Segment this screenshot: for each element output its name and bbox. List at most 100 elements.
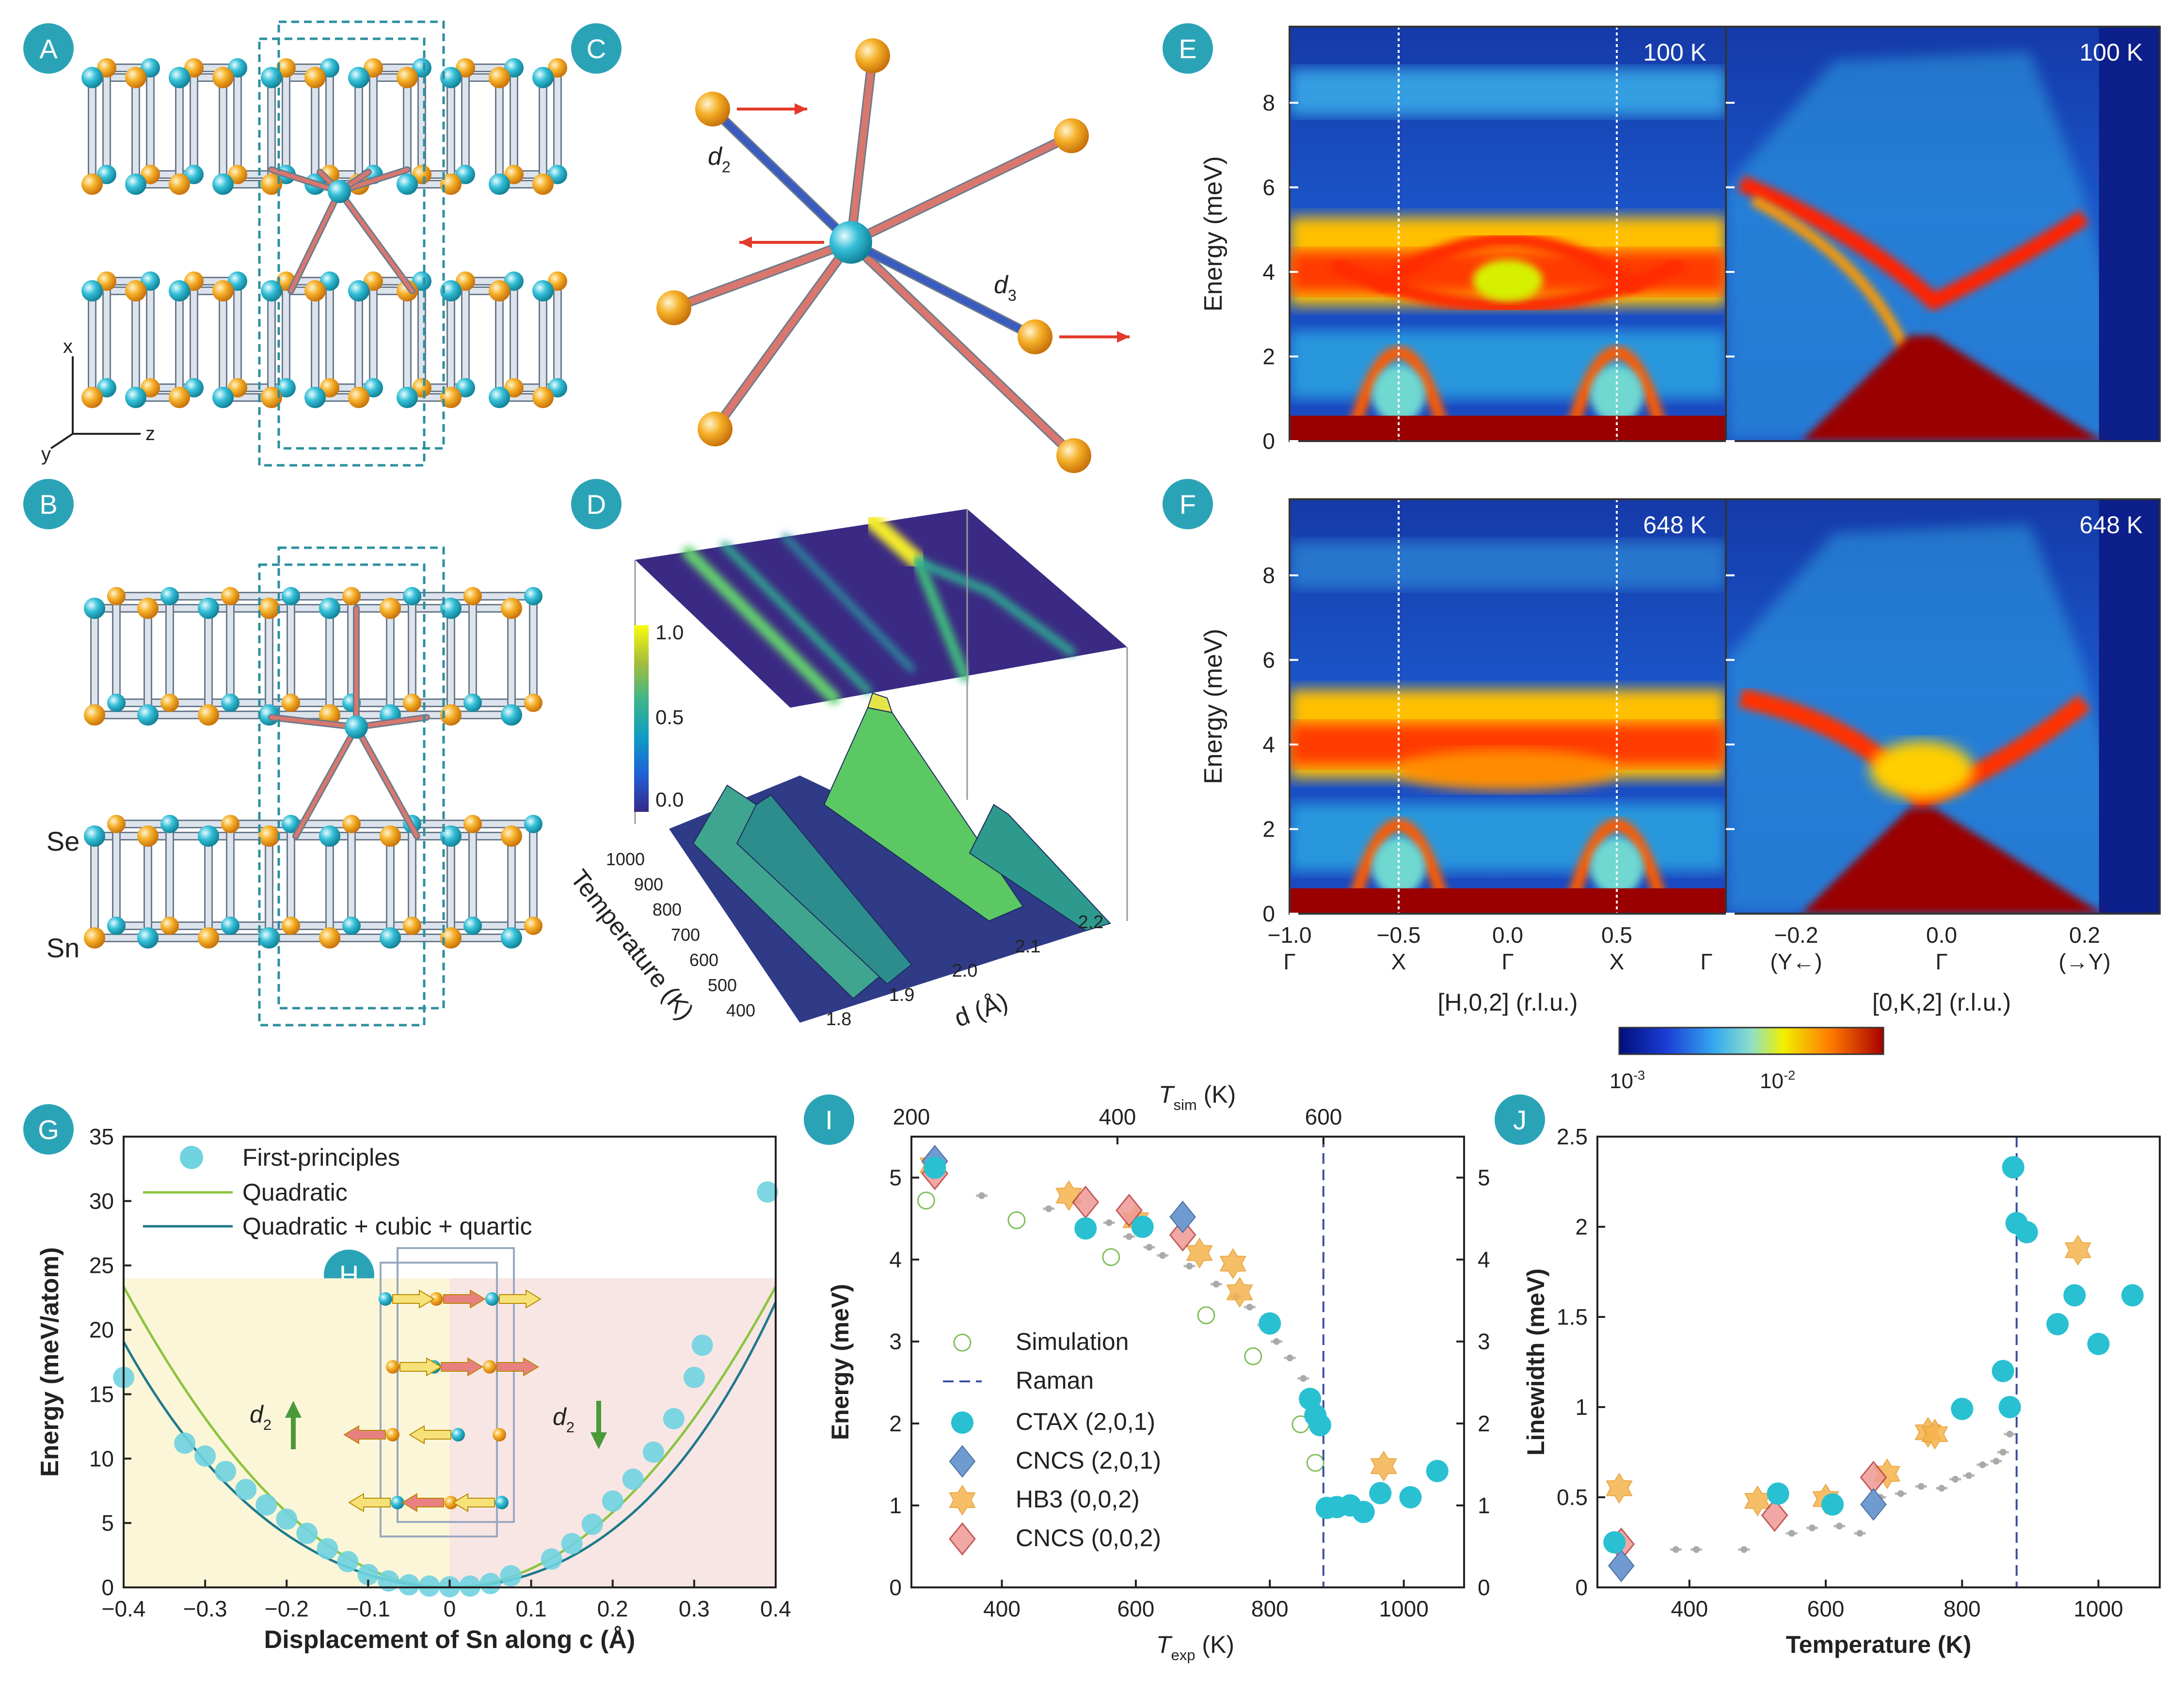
i-legend-5: CNCS (0,0,2) <box>1016 1524 1161 1552</box>
badge-d-label: D <box>587 489 606 520</box>
se-atom <box>125 67 146 88</box>
bond-red <box>847 239 1077 459</box>
arrow-sn-left-head <box>739 237 752 248</box>
h-arrow <box>392 1289 435 1309</box>
d-colorbar-tick: 0.5 <box>655 706 684 729</box>
g-fp-point <box>378 1570 399 1592</box>
i-ytick-label: 0 <box>889 1575 902 1600</box>
sn-atom <box>456 165 475 184</box>
d-stripe-hot <box>864 513 927 570</box>
axis-x-label: x <box>63 336 73 357</box>
j-gray-point <box>1740 1546 1748 1553</box>
se-atom <box>160 917 179 935</box>
map-ytick-label-E: 8 <box>1262 90 1275 115</box>
j-gray-point <box>2006 1430 2013 1438</box>
j-ctax-point <box>1992 1360 2014 1382</box>
se-atom <box>504 378 524 397</box>
j-gray-point <box>1938 1485 1945 1492</box>
se-atom <box>412 165 431 184</box>
i-legend-0: Simulation <box>1016 1328 1129 1355</box>
map-h-tick: −0.5 <box>1377 922 1421 948</box>
map-ylabel-F: Energy (meV) <box>1199 629 1228 784</box>
map-h-point: X <box>1391 949 1406 974</box>
h-arrow <box>496 1357 539 1377</box>
unit-cell-b <box>258 563 426 1027</box>
map-e-h-band-low <box>1290 331 1726 399</box>
sn-atom <box>184 378 204 397</box>
d-colorbar-tick: 1.0 <box>655 621 684 644</box>
d-colorbar <box>634 625 649 812</box>
j-gray-point <box>1672 1546 1679 1553</box>
i-gray-point <box>1273 1338 1280 1345</box>
h-arrow <box>401 1493 444 1512</box>
unit-cell-b-back <box>277 546 445 1010</box>
bond-red <box>847 132 1075 246</box>
se-atom <box>493 1428 506 1442</box>
map-ytick-label-F: 8 <box>1262 563 1275 588</box>
i-legend-3: CNCS (2,0,1) <box>1016 1447 1161 1474</box>
g-ytick-label: 25 <box>89 1253 114 1278</box>
sn-atom <box>397 174 418 195</box>
g-ytick-label: 30 <box>89 1188 114 1214</box>
se-atom <box>169 174 190 195</box>
sn-atom <box>342 917 361 935</box>
sn-atom <box>524 815 542 833</box>
se-atom <box>444 1496 458 1509</box>
j-ylabel: Linewidth (meV) <box>1522 1268 1549 1456</box>
map-colorbar-tick: 10-2 <box>1760 1067 1795 1093</box>
se-atom <box>84 704 105 726</box>
g-arrow-up <box>285 1401 302 1449</box>
d-ridge-4 <box>969 804 1111 932</box>
sn-atom <box>160 815 179 833</box>
g-fp-point <box>194 1445 216 1467</box>
sn-atom <box>198 825 219 847</box>
se-atom <box>212 280 234 301</box>
badge-d-circle <box>571 479 622 529</box>
g-xtick-label: −0.4 <box>102 1596 146 1621</box>
map-f-h-elastic <box>1290 888 1726 914</box>
h-arrow <box>409 1425 451 1444</box>
j-ytick-label: 0 <box>1575 1575 1588 1600</box>
se-atom <box>855 38 890 73</box>
badge-b-label: B <box>39 489 57 520</box>
sn-atom <box>504 271 524 291</box>
j-hb3-point <box>1921 1418 1948 1450</box>
map-h-label: [H,0,2] (r.l.u.) <box>1438 989 1578 1016</box>
se-atom <box>456 58 475 78</box>
i-hb3-point <box>1219 1248 1246 1279</box>
sn-atom <box>160 587 179 605</box>
map-e-h-elastic <box>1290 415 1726 441</box>
g-legend-quartic: Quadratic + cubic + quartic <box>242 1213 532 1240</box>
i-ctax-point <box>1352 1501 1375 1523</box>
se-atom <box>198 927 219 949</box>
se-atom <box>489 280 510 301</box>
d-projection-plane <box>635 509 1127 708</box>
unit-cell-a-back <box>277 20 445 450</box>
g-fp-point <box>757 1181 779 1203</box>
d-temp-tick: 700 <box>671 925 700 945</box>
sn-atom <box>125 387 146 408</box>
i-gray-point <box>1186 1263 1193 1270</box>
i-legend-marker-hb3 <box>949 1485 976 1516</box>
d-ridge-2 <box>736 794 912 985</box>
sn-atom <box>282 815 300 833</box>
map-ytick-label-F: 2 <box>1262 817 1275 842</box>
i-xtick-label: 1000 <box>1379 1596 1428 1621</box>
i-toptick-label: 200 <box>893 1104 930 1129</box>
sn-atom <box>319 825 340 847</box>
sn-atom <box>261 280 282 301</box>
sn-atom <box>169 67 190 88</box>
se-atom <box>107 587 126 605</box>
i-gray-point <box>1300 1375 1307 1382</box>
map-e-h-dome-0 <box>1344 346 1453 441</box>
se-atom <box>212 67 234 88</box>
sn-atom <box>212 387 234 408</box>
j-ytick-label: 0.5 <box>1557 1485 1588 1510</box>
g-fp-point <box>317 1538 338 1560</box>
se-atom <box>656 290 691 325</box>
se-atom <box>695 92 730 127</box>
bond-red <box>270 715 358 729</box>
se-atom <box>141 165 160 184</box>
label-sn: Sn <box>47 933 80 963</box>
i-ytick-right-label: 2 <box>1478 1411 1490 1436</box>
